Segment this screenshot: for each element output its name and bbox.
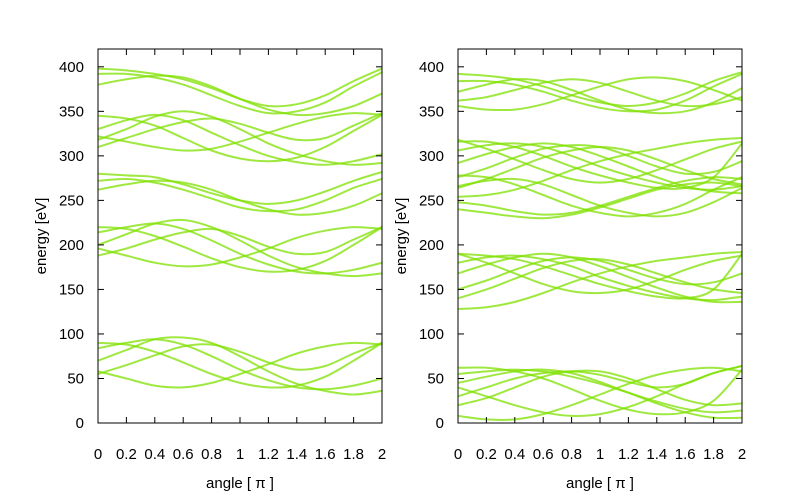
- right-series-2: [458, 368, 742, 420]
- right-y-tick-label-0: 0: [436, 415, 444, 432]
- left-panel: angle [ π ] energy [eV] 0 0.2 0.4 0.6 0.8 1 1.…: [33, 48, 386, 492]
- left-y-tick-label-2: 100: [59, 326, 84, 343]
- right-x-tick-label-3: 0.6: [533, 446, 554, 463]
- left-y-tick-label-0: 0: [76, 415, 84, 432]
- left-x-tick-label-1: 0.2: [116, 446, 137, 463]
- right-x-tick-label-10: 2: [738, 446, 746, 463]
- right-y-tick-label-8: 400: [419, 59, 444, 76]
- left-y-tick-label-1: 50: [67, 370, 84, 387]
- left-y-tick-label-5: 250: [59, 192, 84, 209]
- right-y-axis-label: energy [eV]: [393, 198, 410, 275]
- right-y-tick-label-2: 100: [419, 326, 444, 343]
- right-y-tick-label-1: 50: [427, 370, 444, 387]
- left-x-tick-label-7: 1.4: [286, 446, 307, 463]
- left-series-17: [98, 170, 382, 205]
- right-y-tick-label-5: 250: [419, 192, 444, 209]
- right-x-tick-label-1: 0.2: [476, 446, 497, 463]
- right-series-29: [458, 71, 742, 108]
- right-x-tick-label-0: 0: [454, 446, 462, 463]
- left-series-10: [98, 114, 382, 163]
- right-x-tick-label-7: 1.4: [646, 446, 667, 463]
- right-panel: angle [ π ] energy [eV] 0 0.2 0.4 0.6 0.8 1 1.…: [393, 48, 746, 492]
- left-series-18: [98, 71, 382, 115]
- left-series-13: [98, 112, 382, 148]
- right-series-20: [458, 138, 742, 184]
- right-series-23: [458, 176, 742, 216]
- right-series-28: [458, 76, 742, 112]
- left-y-tick-label-7: 350: [59, 103, 84, 120]
- left-series-9: [98, 226, 382, 268]
- left-series-6: [98, 222, 382, 275]
- left-x-tick-label-10: 2: [378, 446, 386, 463]
- left-y-tick-label-8: 400: [59, 59, 84, 76]
- left-band-lines: [98, 67, 382, 396]
- right-series-26: [458, 78, 742, 115]
- right-x-axis-label: angle [ π ]: [566, 475, 634, 492]
- right-series-16: [458, 142, 742, 195]
- left-x-axis-label: angle [ π ]: [206, 475, 274, 492]
- right-series-4: [458, 369, 742, 407]
- left-series-14: [98, 112, 382, 152]
- left-series-8: [98, 226, 382, 257]
- right-y-tick-label-3: 150: [419, 281, 444, 298]
- right-series-1: [458, 368, 742, 414]
- right-series-24: [458, 181, 742, 220]
- left-x-tick-label-5: 1: [236, 446, 244, 463]
- right-series-19: [458, 137, 742, 198]
- left-y-tick-label-6: 300: [59, 148, 84, 165]
- left-series-12: [98, 110, 382, 166]
- right-x-tick-label-8: 1.6: [675, 446, 696, 463]
- left-series-7: [98, 218, 382, 278]
- left-y-tick-label-3: 150: [59, 281, 84, 298]
- right-series-21: [458, 174, 742, 218]
- right-series-25: [458, 72, 742, 113]
- right-x-tick-label-9: 1.8: [703, 446, 724, 463]
- right-x-tick-label-5: 1: [596, 446, 604, 463]
- left-x-tick-label-8: 1.6: [315, 446, 336, 463]
- left-x-tick-label-4: 0.8: [201, 446, 222, 463]
- right-x-tick-label-6: 1.2: [618, 446, 639, 463]
- left-series-5: [98, 226, 382, 273]
- right-y-tick-label-7: 350: [419, 103, 444, 120]
- right-series-7: [458, 252, 742, 300]
- right-series-27: [458, 78, 742, 108]
- right-x-tick-label-2: 0.4: [504, 446, 525, 463]
- left-series-1: [98, 338, 382, 391]
- left-series-20: [98, 67, 382, 108]
- left-series-0: [98, 341, 382, 389]
- left-x-tick-label-3: 0.6: [173, 446, 194, 463]
- left-series-2: [98, 336, 382, 396]
- left-series-15: [98, 177, 382, 213]
- right-series-18: [458, 145, 742, 189]
- right-series-9: [458, 252, 742, 304]
- right-series-5: [458, 366, 742, 421]
- right-series-11: [458, 258, 742, 300]
- left-x-tick-label-0: 0: [94, 446, 102, 463]
- left-y-tick-label-4: 200: [59, 237, 84, 254]
- right-series-13: [458, 252, 742, 295]
- left-series-11: [98, 113, 382, 166]
- left-x-tick-label-9: 1.8: [343, 446, 364, 463]
- right-series-14: [458, 140, 742, 190]
- left-series-4: [98, 341, 382, 389]
- right-y-tick-label-6: 300: [419, 148, 444, 165]
- right-y-tick-label-4: 200: [419, 237, 444, 254]
- left-x-tick-label-6: 1.2: [258, 446, 279, 463]
- left-series-3: [98, 341, 382, 375]
- left-y-axis-label: energy [eV]: [33, 198, 50, 275]
- right-x-tick-label-4: 0.8: [561, 446, 582, 463]
- right-series-12: [458, 251, 742, 310]
- left-x-tick-label-2: 0.4: [144, 446, 165, 463]
- right-series-6: [458, 365, 742, 417]
- right-band-lines: [458, 71, 742, 421]
